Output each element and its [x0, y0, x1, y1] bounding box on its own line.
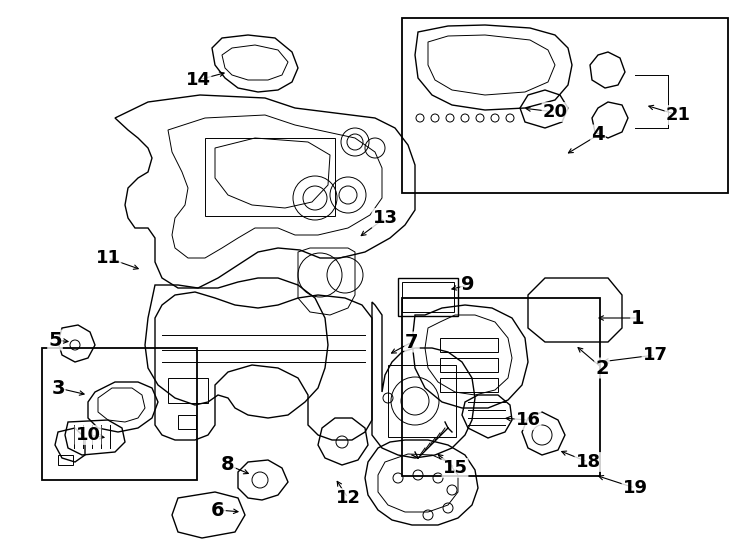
Text: 9: 9: [461, 275, 475, 294]
Text: 6: 6: [211, 501, 225, 519]
Text: 7: 7: [405, 333, 419, 352]
Text: 17: 17: [642, 346, 667, 364]
Bar: [42, 348, 197, 480]
Text: 12: 12: [335, 489, 360, 507]
Bar: [402, 18, 728, 193]
Bar: [205, 138, 335, 216]
Text: 21: 21: [666, 106, 691, 124]
Text: 16: 16: [515, 411, 540, 429]
Text: 3: 3: [51, 379, 65, 397]
Text: 13: 13: [372, 209, 398, 227]
Bar: [58, 455, 73, 465]
Text: 11: 11: [95, 249, 120, 267]
Text: 14: 14: [186, 71, 211, 89]
Bar: [440, 358, 498, 372]
Bar: [388, 365, 456, 437]
Text: 18: 18: [575, 453, 600, 471]
Text: 2: 2: [595, 359, 608, 377]
Bar: [440, 338, 498, 352]
Bar: [440, 378, 498, 392]
Text: 20: 20: [542, 103, 567, 121]
Text: 5: 5: [48, 330, 62, 349]
Text: 19: 19: [622, 479, 647, 497]
Text: 8: 8: [221, 456, 235, 475]
Text: 4: 4: [591, 125, 605, 145]
Text: 15: 15: [443, 459, 468, 477]
Bar: [398, 278, 458, 316]
Text: 1: 1: [631, 308, 644, 327]
Bar: [168, 378, 208, 403]
Text: 10: 10: [76, 426, 101, 444]
Bar: [402, 282, 454, 312]
Bar: [178, 415, 196, 429]
Bar: [402, 298, 600, 476]
